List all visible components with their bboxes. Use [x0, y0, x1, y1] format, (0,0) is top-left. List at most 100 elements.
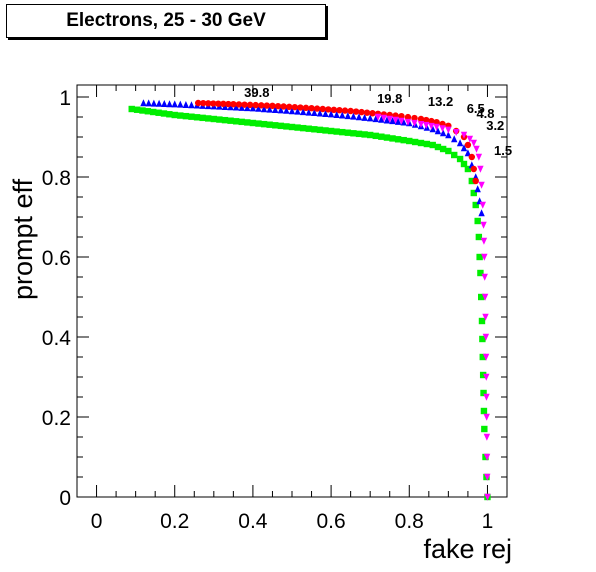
data-point	[344, 112, 352, 120]
data-point	[472, 201, 479, 209]
data-point	[404, 113, 412, 121]
data-point	[470, 165, 477, 173]
data-point	[380, 114, 388, 122]
data-point	[452, 129, 460, 136]
data-point	[339, 128, 346, 136]
data-point	[155, 109, 162, 116]
data-point	[286, 103, 293, 111]
data-point	[266, 105, 273, 113]
data-point	[428, 117, 435, 125]
data-point	[470, 139, 477, 147]
data-point	[480, 407, 488, 415]
data-point	[205, 115, 212, 122]
x-tick-label: 0.4	[238, 510, 268, 533]
data-point	[199, 114, 206, 122]
x-tick-label: 0	[91, 510, 103, 533]
y-tick-label: 0	[59, 487, 71, 510]
data-point	[322, 109, 329, 117]
data-point	[249, 119, 257, 127]
data-point	[456, 139, 464, 147]
data-point	[417, 121, 425, 128]
data-point	[225, 100, 232, 108]
y-tick-label: 1	[59, 87, 71, 110]
data-point	[311, 126, 318, 133]
data-point	[294, 124, 301, 131]
data-point	[484, 493, 491, 501]
axes: 0 0.2 0.4 0.6 0.8 1 0 0.2 0.4 0.6 0.8 1	[42, 85, 507, 533]
data-point	[482, 313, 489, 321]
data-point	[263, 102, 271, 109]
data-point	[451, 151, 458, 159]
data-point	[483, 373, 490, 381]
threshold-annotation: 4.8	[476, 106, 494, 121]
data-point	[429, 125, 436, 133]
data-point	[311, 109, 318, 117]
data-point	[230, 101, 237, 108]
data-point	[482, 333, 490, 341]
data-point	[478, 317, 486, 325]
data-point	[411, 114, 418, 122]
data-point	[476, 253, 483, 261]
data-point	[468, 153, 476, 161]
data-point	[241, 101, 248, 108]
data-point	[177, 100, 184, 108]
data-point	[305, 125, 312, 132]
x-tick-label: 0.2	[160, 510, 189, 533]
data-point	[361, 131, 368, 138]
data-point	[277, 106, 285, 114]
data-point	[475, 153, 483, 161]
data-marks	[128, 99, 491, 501]
data-point	[481, 425, 488, 433]
data-point	[277, 122, 285, 130]
data-point	[475, 233, 483, 241]
data-point	[398, 117, 405, 125]
data-point	[238, 103, 245, 111]
data-point	[260, 105, 268, 113]
data-point	[255, 104, 262, 112]
data-point	[483, 413, 490, 421]
data-point	[182, 112, 190, 120]
data-point	[150, 108, 157, 116]
y-tick-label: 0.4	[42, 327, 72, 350]
data-point	[302, 104, 310, 112]
data-point	[392, 116, 399, 124]
data-point	[220, 100, 227, 108]
data-point	[177, 112, 184, 119]
data-point	[144, 108, 152, 115]
data-point	[428, 122, 435, 130]
series-triangle-down	[374, 113, 491, 501]
data-point	[479, 371, 487, 379]
data-point	[464, 165, 472, 173]
data-point	[404, 118, 412, 126]
data-point	[272, 122, 279, 129]
data-point	[305, 108, 312, 116]
data-point	[266, 121, 273, 128]
data-point	[350, 112, 357, 120]
data-point	[252, 101, 259, 109]
data-point	[366, 131, 374, 139]
data-point	[188, 101, 195, 109]
data-point	[166, 100, 173, 108]
data-point	[347, 107, 354, 115]
data-point	[205, 100, 212, 107]
data-point	[473, 145, 480, 153]
data-point	[171, 100, 178, 108]
data-point	[188, 113, 195, 120]
data-point	[299, 108, 307, 116]
data-point	[244, 119, 251, 126]
data-point	[139, 107, 146, 114]
y-tick-label: 0.8	[42, 167, 71, 190]
data-point	[477, 165, 484, 173]
data-point	[484, 473, 491, 481]
data-point	[445, 131, 452, 139]
data-point	[299, 124, 307, 132]
data-point	[460, 160, 468, 168]
data-point	[194, 99, 202, 107]
data-point	[260, 120, 268, 128]
data-point	[322, 127, 329, 134]
data-point	[200, 99, 207, 107]
data-point	[325, 106, 332, 113]
data-point	[366, 114, 374, 122]
data-point	[341, 107, 349, 114]
data-point	[333, 110, 340, 118]
